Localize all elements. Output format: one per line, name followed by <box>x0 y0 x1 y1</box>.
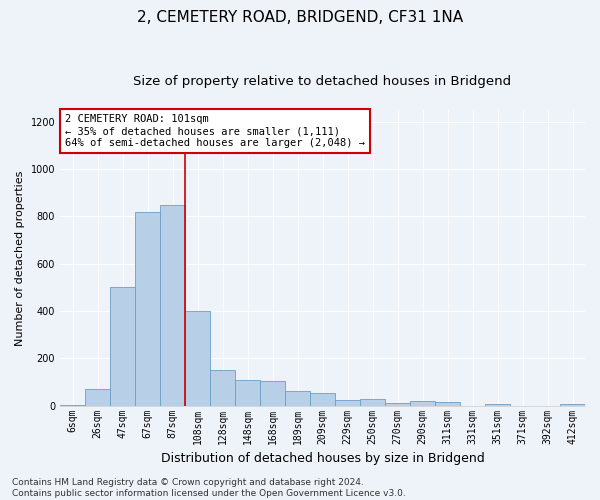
Bar <box>385 404 410 406</box>
Bar <box>310 392 335 406</box>
Bar <box>210 370 235 406</box>
Bar <box>410 401 435 406</box>
Bar <box>435 402 460 406</box>
Text: Contains HM Land Registry data © Crown copyright and database right 2024.
Contai: Contains HM Land Registry data © Crown c… <box>12 478 406 498</box>
Bar <box>285 392 310 406</box>
Bar <box>485 404 510 406</box>
Bar <box>560 404 585 406</box>
Text: 2, CEMETERY ROAD, BRIDGEND, CF31 1NA: 2, CEMETERY ROAD, BRIDGEND, CF31 1NA <box>137 10 463 25</box>
Text: 2 CEMETERY ROAD: 101sqm
← 35% of detached houses are smaller (1,111)
64% of semi: 2 CEMETERY ROAD: 101sqm ← 35% of detache… <box>65 114 365 148</box>
X-axis label: Distribution of detached houses by size in Bridgend: Distribution of detached houses by size … <box>161 452 484 465</box>
Bar <box>360 398 385 406</box>
Y-axis label: Number of detached properties: Number of detached properties <box>15 170 25 346</box>
Bar <box>85 389 110 406</box>
Title: Size of property relative to detached houses in Bridgend: Size of property relative to detached ho… <box>133 75 512 88</box>
Bar <box>260 381 285 406</box>
Bar <box>135 212 160 406</box>
Bar <box>185 311 210 406</box>
Bar <box>235 380 260 406</box>
Bar <box>335 400 360 406</box>
Bar <box>110 288 135 406</box>
Bar <box>160 204 185 406</box>
